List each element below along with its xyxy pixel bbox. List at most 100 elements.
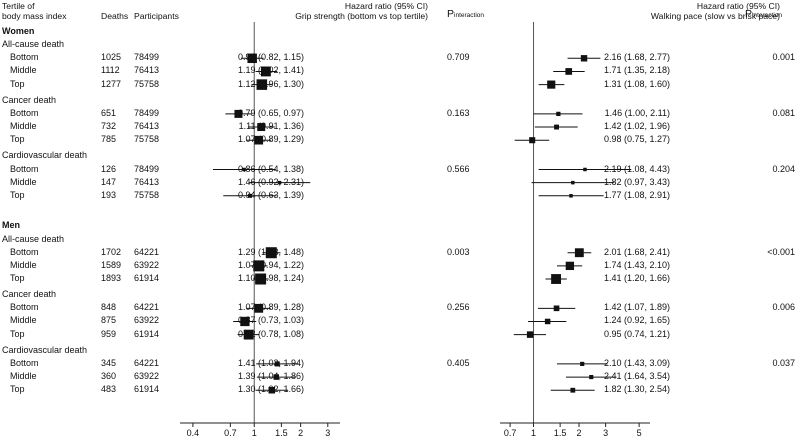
walk-hr-text: 0.95 (0.74, 1.21): [603, 328, 670, 339]
walk-hr-text: 1.71 (1.35, 2.18): [603, 65, 670, 76]
tertile-label: Bottom: [10, 107, 39, 118]
tertile-label: Middle: [10, 315, 37, 326]
walk-point-estimate: [589, 374, 594, 380]
grip-p-interaction-value: 0.256: [447, 302, 470, 313]
walk-hr-text: 0.98 (0.75, 1.27): [603, 134, 670, 145]
participants-value: 75758: [134, 189, 160, 200]
deaths-value: 651: [101, 107, 117, 118]
grip-point-estimate: [255, 273, 267, 285]
tertile-label: Middle: [10, 259, 37, 270]
deaths-value: 1702: [101, 246, 122, 257]
grip-tick-label: 1.5: [275, 428, 288, 438]
grip-p-interaction-value: 0.003: [447, 246, 470, 257]
walk-p-interaction-value: 0.006: [772, 302, 795, 313]
tertile-label: Top: [10, 78, 25, 89]
walk-hr-text: 2.16 (1.68, 2.77): [603, 52, 670, 63]
tertile-label: Top: [10, 384, 25, 395]
walk-tick-label: 1: [531, 428, 536, 438]
grip-point-estimate: [248, 193, 253, 198]
grip-hr-text: 1.11 (0.91, 1.36): [238, 121, 304, 132]
grip-hr-text: 1.12 (0.96, 1.30): [237, 78, 304, 89]
grip-point-estimate: [268, 386, 276, 394]
participants-value: 78499: [134, 107, 160, 118]
walk-p-interaction-value: 0.037: [772, 357, 795, 368]
sex-label-women: Women: [2, 26, 35, 36]
subgroup-header-line2: body mass index: [2, 11, 67, 21]
grip-hr-text: 1.46 (0.92, 2.31): [237, 176, 304, 187]
walk-tick-label: 0.7: [504, 428, 517, 438]
walk-point-estimate: [580, 55, 588, 62]
walk-p-interaction-value: 0.081: [772, 107, 795, 118]
participants-header: Participants: [134, 11, 179, 21]
deaths-value: 959: [101, 328, 117, 339]
walk-point-estimate: [554, 124, 559, 130]
walk-point-estimate: [570, 387, 576, 393]
grip-hr-text: 1.41 (1.03, 1.94): [237, 357, 304, 368]
grip-hr-text: 1.29 (1.13, 1.48): [237, 246, 304, 257]
walk-hr-text: 1.82 (1.30, 2.54): [603, 384, 670, 395]
subgroup-header-line1: Tertile of: [2, 1, 35, 11]
walk-header-line2: Walking pace (slow vs brisk pace): [650, 11, 780, 21]
walk-hr-text: 1.77 (1.08, 2.91): [603, 189, 670, 200]
p-subscript: interaction: [454, 12, 485, 19]
participants-value: 64221: [134, 357, 160, 368]
grip-point-estimate: [253, 260, 265, 272]
grip-hr-text: 0.87 (0.73, 1.03): [237, 315, 304, 326]
walk-p-interaction-value: 0.204: [772, 163, 795, 174]
grip-point-estimate: [260, 66, 271, 77]
grip-header-line1: Hazard ratio (95% CI): [344, 1, 428, 11]
walk-hr-text: 1.42 (1.07, 1.89): [603, 302, 670, 313]
walk-tick-label: 5: [637, 428, 642, 438]
grip-tick-label: 3: [325, 428, 330, 438]
walk-point-estimate: [551, 274, 562, 284]
grip-hr-text: 0.94 (0.63, 1.39): [237, 189, 304, 200]
deaths-value: 1277: [101, 78, 122, 89]
outcome-label: All-cause death: [2, 233, 65, 244]
p-interaction-header-grip: Pinteraction: [447, 9, 484, 21]
grip-p-interaction-value: 0.709: [447, 52, 470, 63]
walk-point-estimate: [574, 248, 584, 258]
walk-tick-label: 1.5: [554, 428, 567, 438]
deaths-value: 1025: [101, 52, 122, 63]
grip-hr-text: 1.07 (0.89, 1.28): [237, 302, 304, 313]
tertile-label: Top: [10, 189, 25, 200]
grip-hr-text: 1.30 (1.02, 1.66): [237, 384, 304, 395]
tertile-label: Top: [10, 134, 25, 145]
deaths-value: 193: [101, 189, 117, 200]
deaths-value: 1589: [101, 259, 122, 270]
outcome-label: All-cause death: [2, 39, 65, 50]
walk-header-line1: Hazard ratio (95% CI): [696, 1, 780, 11]
walk-hr-text: 2.41 (1.64, 3.54): [603, 371, 670, 382]
grip-tick-label: 1: [252, 428, 257, 438]
grip-hr-text: 0.92 (0.78, 1.08): [237, 328, 304, 339]
grip-point-estimate: [273, 374, 280, 380]
grip-header-line2: Grip strength (bottom vs top tertile): [295, 11, 428, 21]
participants-value: 63922: [134, 315, 160, 326]
grip-hr-text: 1.07 (0.94, 1.22): [237, 259, 304, 270]
participants-value: 61914: [134, 384, 160, 395]
grip-point-estimate: [265, 247, 277, 259]
tertile-label: Bottom: [10, 163, 39, 174]
walk-point-estimate: [553, 305, 560, 312]
participants-value: 78499: [134, 52, 160, 63]
grip-hr-text: 1.10 (0.98, 1.24): [237, 273, 304, 283]
outcome-label: Cancer death: [2, 289, 57, 300]
grip-point-estimate: [256, 79, 268, 90]
walk-hr-text: 1.42 (1.02, 1.96): [603, 121, 670, 132]
deaths-value: 875: [101, 315, 117, 326]
grip-point-estimate: [240, 316, 250, 327]
walk-point-estimate: [583, 167, 587, 172]
walk-hr-text: 1.46 (1.00, 2.11): [604, 107, 670, 118]
grip-p-interaction-value: 0.566: [447, 163, 470, 174]
participants-value: 64221: [134, 302, 160, 313]
tertile-label: Bottom: [10, 246, 39, 257]
tertile-label: Bottom: [10, 302, 39, 313]
tertile-label: Bottom: [10, 52, 39, 63]
grip-hr-text: 0.86 (0.54, 1.38): [237, 163, 304, 174]
deaths-header: Deaths: [101, 11, 129, 21]
participants-value: 76413: [134, 65, 160, 76]
grip-hr-text: 1.07 (0.89, 1.29): [237, 134, 304, 145]
deaths-value: 483: [101, 384, 117, 395]
walk-hr-text: 2.19 (1.08, 4.43): [603, 163, 670, 174]
deaths-value: 848: [101, 302, 117, 313]
